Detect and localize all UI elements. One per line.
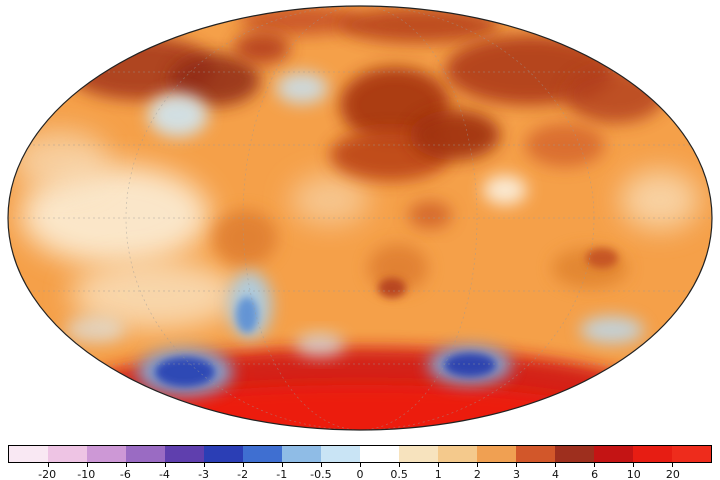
colorbar-tick-label: -0.5 bbox=[310, 468, 332, 480]
anomaly-field bbox=[8, 6, 712, 430]
colorbar-segment bbox=[48, 446, 87, 462]
hot-region-amazon bbox=[213, 210, 277, 266]
globe-outline bbox=[7, 5, 713, 431]
cold-region-southern-ocean-east bbox=[444, 353, 496, 377]
colorbar-tick bbox=[594, 462, 595, 467]
colorbar-segment bbox=[282, 446, 321, 462]
colorbar-tick-label: 6 bbox=[591, 468, 599, 480]
colorbar-tick-label: 3 bbox=[512, 468, 520, 480]
colorbar: -20 -10 -6 -4 -3 -2 -1 -0.5 0 0.5 1 2 3 4 6 10 20 bbox=[8, 445, 712, 480]
colorbar-tick-label: 10 bbox=[626, 468, 641, 480]
colorbar-tick-label: 1 bbox=[434, 468, 442, 480]
hot-region-canada bbox=[170, 54, 260, 106]
colorbar-tick bbox=[360, 462, 361, 467]
cold-region-south-atlantic bbox=[295, 333, 345, 357]
colorbar-tick-label: -3 bbox=[198, 468, 210, 480]
pale-region-equatorial-pacific bbox=[20, 165, 210, 265]
pale-region-north-pacific bbox=[10, 130, 110, 190]
colorbar-segment bbox=[477, 446, 516, 462]
colorbar-tick bbox=[243, 462, 244, 467]
colorbar-tick bbox=[164, 462, 166, 467]
colorbar-tick-label: -6 bbox=[119, 468, 131, 480]
colorbar-tick-label: -10 bbox=[77, 468, 96, 480]
world-map bbox=[7, 5, 713, 431]
colorbar-tick-label: -1 bbox=[276, 468, 288, 480]
cold-region-north-atlantic bbox=[276, 72, 328, 104]
colorbar-segment bbox=[672, 446, 711, 462]
hot-region-greenland bbox=[234, 32, 290, 64]
colorbar-segment bbox=[243, 446, 282, 462]
colorbar-tick bbox=[282, 462, 283, 467]
colorbar-segment bbox=[633, 446, 672, 462]
hot-region-horn-of-africa bbox=[408, 201, 452, 229]
colorbar-segment bbox=[360, 446, 399, 462]
colorbar-tick-label: -2 bbox=[237, 468, 249, 480]
hot-region-southern-africa bbox=[368, 244, 428, 292]
map-canvas bbox=[7, 5, 713, 431]
colorbar-tick bbox=[399, 462, 400, 467]
colorbar-tick-label: 20 bbox=[665, 468, 680, 480]
colorbar-segment bbox=[516, 446, 555, 462]
pale-region-india bbox=[483, 175, 527, 205]
colorbar-tick bbox=[47, 462, 49, 467]
colorbar-segment bbox=[438, 446, 477, 462]
colorbar-segment bbox=[126, 446, 165, 462]
pale-region-south-pacific bbox=[70, 260, 240, 330]
colorbar-tick-label: 0.5 bbox=[390, 468, 408, 480]
cold-region-south-of-australia bbox=[580, 316, 644, 344]
hot-region-middle-east bbox=[410, 110, 500, 160]
pale-region-west-pacific bbox=[620, 170, 700, 230]
colorbar-tick-label: 2 bbox=[473, 468, 481, 480]
colorbar-tick bbox=[86, 462, 88, 467]
cold-region-central-north-america bbox=[148, 93, 208, 137]
pale-ocean-regions bbox=[10, 130, 700, 330]
colorbar-tick bbox=[320, 462, 322, 467]
colorbar-tick bbox=[632, 462, 634, 467]
colorbar-segment bbox=[9, 446, 48, 462]
colorbar-tick-label: -20 bbox=[38, 468, 57, 480]
pale-region-atlantic bbox=[290, 175, 370, 225]
colorbar-segment bbox=[594, 446, 633, 462]
colorbar-tick bbox=[204, 462, 205, 467]
colorbar-segment bbox=[87, 446, 126, 462]
colorbar-segment bbox=[321, 446, 360, 462]
hot-spot-south-africa bbox=[378, 278, 406, 298]
hot-region-east-siberia bbox=[565, 67, 665, 123]
cold-region-southern-ocean-west bbox=[155, 357, 215, 387]
colorbar-tick bbox=[438, 462, 439, 467]
colorbar-tick bbox=[516, 462, 517, 467]
hot-region-arctic-east bbox=[340, 7, 500, 43]
hot-spot-australia-interior bbox=[586, 248, 618, 268]
colorbar-track bbox=[8, 445, 712, 467]
graticule bbox=[8, 6, 712, 430]
colorbar-labels: -20 -10 -6 -4 -3 -2 -1 -0.5 0 0.5 1 2 3 4 6 10 20 bbox=[8, 468, 712, 480]
colorbar-tick-label: 4 bbox=[552, 468, 560, 480]
colorbar-tick bbox=[477, 462, 478, 467]
colorbar-tick-label: 0 bbox=[356, 468, 364, 480]
colorbar-segment bbox=[165, 446, 204, 462]
colorbar-segment bbox=[555, 446, 594, 462]
colorbar-tick bbox=[555, 462, 556, 467]
hot-region-antarctica bbox=[100, 385, 620, 430]
cold-region-southeast-pacific bbox=[65, 316, 125, 344]
colorbar-tick-label: -4 bbox=[158, 468, 170, 480]
colorbar-tick bbox=[672, 462, 673, 467]
cold-spot-patagonia bbox=[236, 297, 258, 333]
colorbar-segment bbox=[399, 446, 438, 462]
colorbar-tick bbox=[126, 462, 127, 467]
colorbar-segment bbox=[204, 446, 243, 462]
